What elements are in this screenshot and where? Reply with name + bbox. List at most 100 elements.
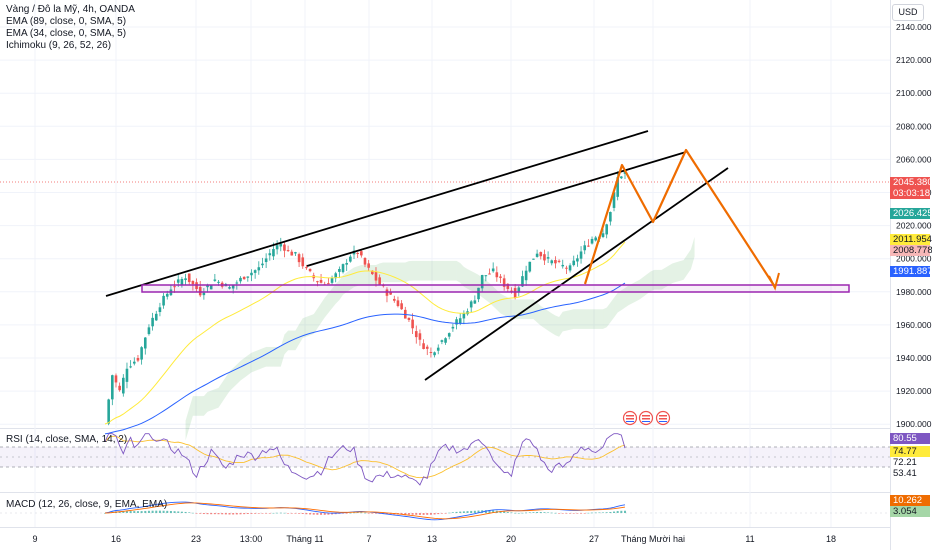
cloud-segment: [350, 267, 355, 290]
macd-histogram-bar: [155, 510, 158, 513]
candle-body: [294, 252, 297, 254]
ichimoku-legend[interactable]: Ichimoku (9, 26, 52, 26): [6, 40, 112, 51]
cloud-segment: [321, 297, 325, 323]
candle-body: [440, 340, 444, 342]
candle-body: [129, 366, 132, 368]
macd-histogram-bar: [407, 513, 410, 515]
candle-body: [407, 317, 411, 320]
cloud-segment: [588, 309, 593, 329]
cloud-segment: [247, 352, 252, 376]
candle-body: [297, 254, 301, 263]
macd-histogram-bar: [572, 513, 575, 514]
rsi-legend[interactable]: RSI (14, close, SMA, 14, 2): [6, 434, 128, 445]
macd-histogram-bar: [195, 513, 198, 514]
cloud-segment: [584, 309, 589, 329]
cloud-segment: [423, 260, 428, 281]
macd-histogram-bar: [309, 513, 312, 515]
time-axis-label: 23: [191, 534, 201, 544]
cloud-segment: [661, 267, 666, 290]
macd-histogram-bar: [561, 513, 564, 514]
cloud-segment: [339, 275, 344, 300]
lower-trend-line: [424, 167, 729, 381]
macd-histogram-bar: [400, 513, 403, 515]
candle-body: [418, 333, 422, 340]
cloud-segment: [408, 260, 413, 281]
cloud-segment: [683, 254, 688, 280]
macd-histogram-bar: [122, 511, 125, 513]
macd-histogram-bar: [327, 513, 330, 515]
macd-line: [104, 501, 626, 521]
macd-histogram-bar: [620, 510, 623, 513]
candle-body: [576, 258, 579, 262]
macd-histogram-bar: [129, 511, 132, 513]
macd-histogram-bar: [484, 510, 487, 513]
rsi-sma-line: [104, 435, 626, 479]
cloud-segment: [687, 249, 691, 275]
candle-body: [147, 327, 151, 335]
candle-body: [319, 279, 323, 283]
cloud-segment: [441, 260, 446, 281]
macd-histogram-bar: [151, 510, 154, 513]
cloud-segment: [460, 262, 464, 287]
candle-body: [154, 313, 158, 321]
candle-body: [444, 338, 447, 343]
macd-histogram-bar: [228, 513, 231, 515]
candle-body: [422, 343, 425, 350]
cloud-segment: [559, 311, 563, 337]
time-axis-label: Tháng Mười hai: [621, 534, 685, 544]
cloud-segment: [573, 309, 578, 329]
macd-histogram-bar: [323, 513, 326, 515]
candle-body: [301, 257, 305, 267]
cloud-segment: [354, 266, 358, 288]
macd-histogram-bar: [272, 512, 275, 514]
cloud-segment: [606, 302, 611, 328]
candle-body: [286, 250, 290, 252]
macd-histogram-bar: [345, 513, 348, 514]
candle-body: [330, 277, 334, 283]
ema34-legend[interactable]: EMA (34, close, 0, SMA, 5): [6, 28, 127, 39]
cloud-segment: [357, 264, 362, 286]
cloud-segment: [544, 308, 549, 331]
macd-series: [104, 501, 626, 521]
projection-arrowhead: [768, 272, 780, 291]
macd-histogram-bar: [455, 511, 458, 513]
macd-histogram-bar: [287, 513, 290, 514]
candle-body: [158, 307, 162, 313]
cloud-segment: [189, 396, 193, 429]
chart-title[interactable]: Vàng / Đô la Mỹ, 4h, OANDA: [6, 4, 135, 15]
candle-body: [360, 251, 363, 256]
cloud-segment: [672, 262, 677, 284]
macd-value-1: 10.262: [890, 495, 930, 506]
candle-body: [411, 319, 414, 329]
cloud-segment: [551, 313, 556, 336]
candle-body: [594, 237, 598, 241]
ema89-legend[interactable]: EMA (89, close, 0, SMA, 5): [6, 16, 127, 27]
candle-body: [539, 252, 543, 257]
candle-body: [257, 267, 261, 271]
cloud-segment: [196, 396, 201, 416]
macd-histogram-bar: [133, 511, 136, 513]
cloud-segment: [676, 261, 680, 282]
macd-histogram-bar: [246, 513, 249, 514]
candle-body: [620, 176, 623, 179]
currency-button[interactable]: USD: [892, 4, 924, 21]
macd-legend[interactable]: MACD (12, 26, close, 9, EMA, EMA): [6, 499, 168, 510]
candle-body: [528, 261, 532, 272]
price-axis-label: 1940.000: [896, 353, 932, 363]
rsi-lines: [104, 433, 626, 486]
candle-body: [250, 272, 253, 276]
macd-histogram-bar: [594, 512, 597, 514]
cloud-segment: [690, 236, 695, 270]
candle-body: [480, 274, 484, 289]
macd-histogram-bar: [580, 513, 583, 514]
macd-histogram-bar: [598, 512, 601, 514]
macd-histogram-bar: [459, 511, 462, 513]
flag-icon: [622, 410, 638, 426]
time-axis-label: 13: [427, 534, 437, 544]
cloud-segment: [302, 316, 307, 338]
macd-histogram-bar: [356, 512, 359, 514]
macd-histogram-bar: [374, 513, 377, 514]
candle-body: [187, 273, 191, 283]
cloud-segment: [262, 346, 267, 369]
